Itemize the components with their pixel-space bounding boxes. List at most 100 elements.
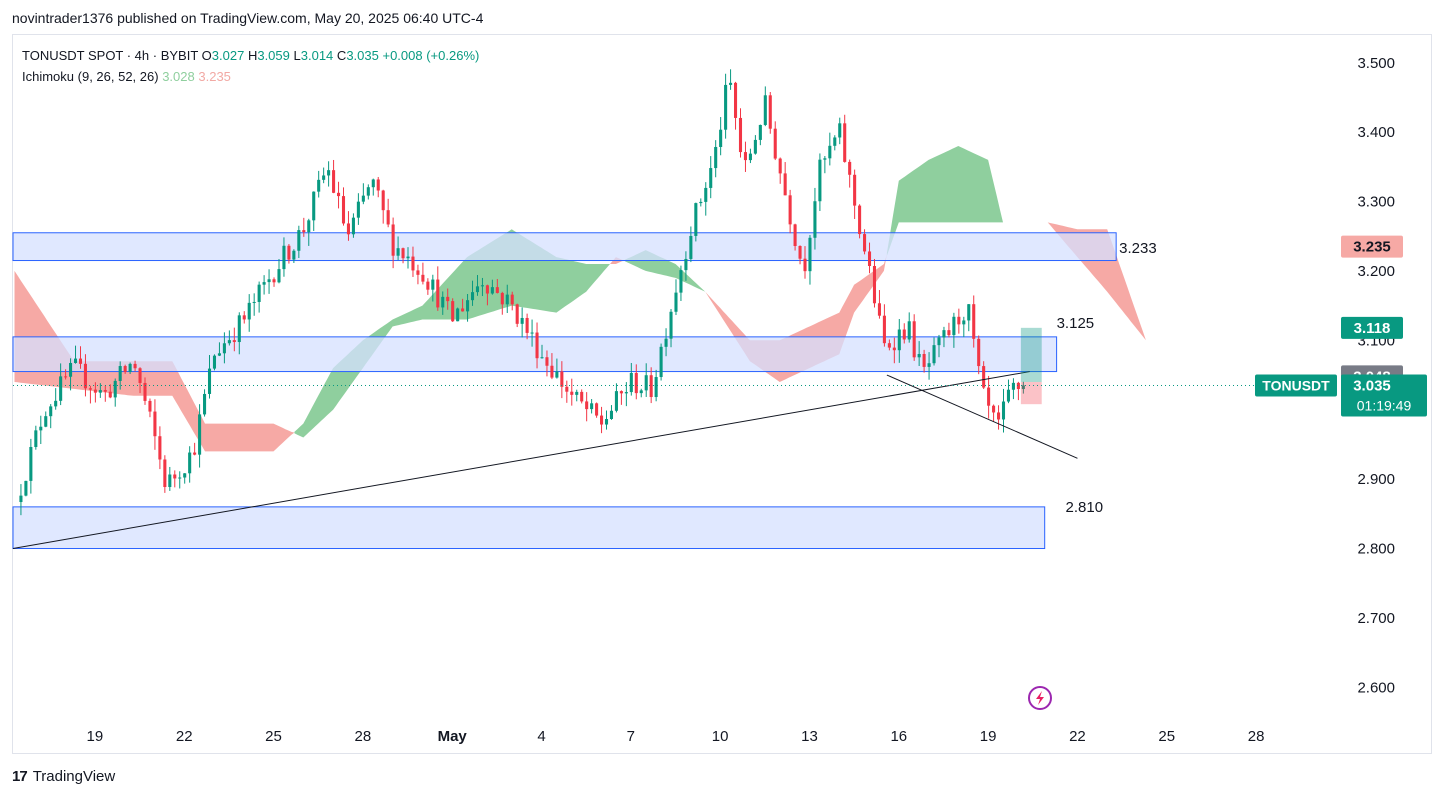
- candle-bearish: [743, 152, 747, 161]
- y-tick-label: 2.800: [1357, 541, 1395, 558]
- candle-bearish: [495, 287, 499, 293]
- candle-bullish: [614, 391, 618, 411]
- chart-frame: [12, 34, 1432, 754]
- candle-bearish: [381, 190, 385, 211]
- level-label: 3.125: [1057, 315, 1095, 332]
- candle-bullish: [709, 168, 713, 188]
- indicator-legend-row[interactable]: Ichimoku (9, 26, 52, 26) 3.028 3.235: [22, 66, 479, 87]
- candle-bearish: [411, 256, 415, 271]
- candle-bearish: [173, 474, 177, 479]
- candle-bearish: [421, 274, 425, 282]
- candle-bullish: [217, 353, 221, 356]
- candle-bearish: [600, 415, 604, 425]
- candle-bullish: [724, 84, 728, 130]
- candle-bearish: [853, 174, 857, 206]
- candle-bearish: [887, 343, 891, 348]
- level-label: 3.233: [1119, 240, 1157, 257]
- candle-bearish: [232, 340, 236, 343]
- candle-bearish: [570, 391, 574, 395]
- candle-bullish: [823, 158, 827, 160]
- candle-bearish: [634, 373, 638, 394]
- candle-bullish: [207, 368, 212, 394]
- change-value: +0.008 (+0.26%): [382, 48, 480, 63]
- candle-bearish: [336, 192, 341, 197]
- candle-bullish: [297, 230, 301, 251]
- candle-bullish: [292, 250, 296, 260]
- candle-bullish: [758, 124, 762, 140]
- candle-bullish: [406, 256, 410, 259]
- candle-bullish: [307, 220, 311, 233]
- candle-bullish: [396, 248, 400, 256]
- candle-bearish: [863, 234, 867, 252]
- candle-bullish: [530, 332, 534, 334]
- candle-bullish: [322, 175, 326, 180]
- last-price-label: 3.035: [1353, 377, 1391, 394]
- candle-bearish: [108, 391, 112, 398]
- price-badge: [1341, 235, 1403, 258]
- x-tick-label: 4: [537, 728, 545, 745]
- candle-bearish: [872, 265, 877, 304]
- candle-bearish: [123, 366, 127, 372]
- candle-bearish: [83, 363, 87, 389]
- candle-bullish: [312, 191, 316, 221]
- candle-bullish: [44, 416, 48, 427]
- candle-bearish: [733, 82, 738, 118]
- candle-bearish: [957, 316, 961, 325]
- candle-bearish: [153, 411, 157, 437]
- position-target-zone: [1020, 327, 1042, 382]
- candle-bearish: [1016, 382, 1020, 390]
- candle-bullish: [818, 159, 822, 202]
- candle-bearish: [783, 173, 787, 196]
- candle-bullish: [669, 311, 673, 339]
- candle-bearish: [987, 387, 991, 406]
- candle-bearish: [341, 196, 346, 224]
- candle-bearish: [376, 179, 380, 191]
- candle-bullish: [34, 430, 38, 447]
- candle-bullish: [73, 358, 78, 363]
- candle-bullish: [664, 338, 668, 347]
- position-stop-zone: [1020, 381, 1042, 405]
- candle-bullish: [356, 201, 360, 218]
- candle-bearish: [738, 117, 743, 153]
- publisher-line: novintrader1376 published on TradingView…: [12, 10, 484, 26]
- candle-bullish: [699, 201, 703, 204]
- candle-bullish: [629, 373, 633, 393]
- candle-bearish: [401, 248, 405, 259]
- candle-bearish: [446, 296, 450, 302]
- x-tick-label: 19: [87, 728, 104, 745]
- candle-bearish: [550, 365, 554, 378]
- candle-bearish: [992, 405, 996, 413]
- candle-bullish: [470, 292, 475, 301]
- candle-bearish: [972, 304, 976, 339]
- candle-bullish: [753, 139, 757, 154]
- candle-bearish: [485, 285, 489, 294]
- candle-bullish: [714, 146, 718, 169]
- candle-bearish: [515, 304, 519, 324]
- candle-bullish: [456, 308, 460, 322]
- candle-bearish: [103, 390, 107, 392]
- ichimoku-cloud-bullish: [294, 229, 610, 438]
- candle-bullish: [609, 410, 614, 419]
- candle-bullish: [113, 380, 117, 398]
- candle-bullish: [1006, 389, 1011, 402]
- candle-bearish: [565, 386, 569, 392]
- footer-brand[interactable]: 17 TradingView: [12, 768, 115, 785]
- candle-bullish: [604, 418, 609, 425]
- price-badge-label: 3.235: [1353, 239, 1391, 256]
- candle-bullish: [183, 473, 187, 478]
- x-tick-label: 19: [980, 728, 997, 745]
- symbol-legend-row[interactable]: TONUSDT SPOT · 4h · BYBIT O3.027 H3.059 …: [22, 45, 479, 66]
- candle-bearish: [426, 281, 430, 290]
- candle-bullish: [466, 300, 470, 312]
- low-label: L: [293, 48, 301, 63]
- x-tick-label: 22: [1069, 728, 1086, 745]
- candle-bullish: [128, 363, 132, 372]
- candle-bullish: [679, 270, 683, 293]
- y-tick-label: 3.400: [1357, 124, 1395, 141]
- candle-bullish: [748, 153, 752, 161]
- candle-bearish: [997, 412, 1001, 420]
- candle-bearish: [892, 347, 896, 351]
- candle-bearish: [882, 315, 886, 344]
- chart-legend: TONUSDT SPOT · 4h · BYBIT O3.027 H3.059 …: [22, 45, 479, 87]
